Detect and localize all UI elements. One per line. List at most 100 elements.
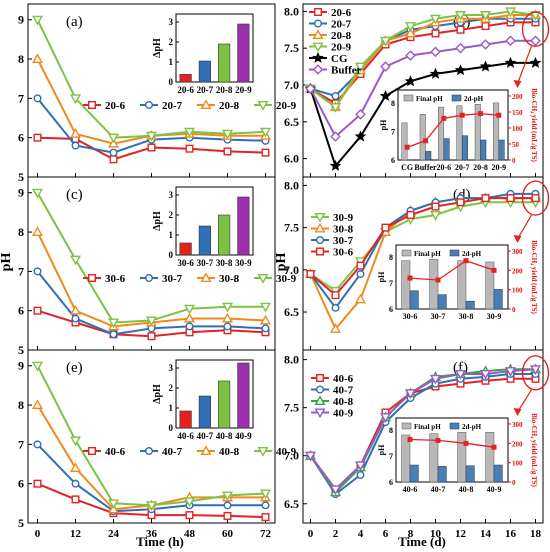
inset-y-tick-label: 3 — [169, 17, 174, 27]
inset-bar-2d-ph-20-9 — [498, 139, 505, 161]
data-point-CG — [504, 56, 517, 68]
inset-x-tick-label-30-8: 30-8 — [216, 258, 233, 268]
data-point-20-6 — [147, 143, 156, 152]
data-point-40-6 — [71, 495, 80, 504]
y-tick-label-c: 5 — [18, 343, 24, 357]
data-point-Buffer — [530, 35, 541, 47]
inset-left-tick-label: 8 — [391, 99, 395, 108]
inset-left-tick-label: 7 — [391, 127, 395, 136]
inset-x-tick-label-30-7: 30-7 — [431, 312, 446, 321]
inset-bar-30-6 — [179, 242, 192, 256]
inset-bar-final-ph-CG — [401, 122, 408, 161]
inset-right-tick-label: 200 — [512, 93, 523, 101]
inset-right-label: Bio-CH₄ yield (mL/g TS) — [530, 240, 538, 314]
data-point-Buffer — [355, 109, 366, 120]
data-point-30-7 — [223, 322, 232, 331]
inset-right-tick-label: 100 — [512, 460, 523, 468]
data-point-40-9 — [404, 389, 417, 399]
inset-yield-point — [435, 277, 441, 283]
legend-label-30-6: 30-6 — [105, 273, 126, 285]
inset-right-tick-label: 300 — [512, 421, 523, 429]
data-point-40-7 — [261, 501, 270, 510]
inset-right-tick-label: 200 — [512, 440, 523, 448]
data-point-30-6 — [356, 261, 365, 270]
data-point-20-9 — [183, 127, 196, 138]
inset-y-label: ΔpH — [152, 38, 163, 58]
legend-label-Buffer: Buffer — [331, 65, 362, 77]
inset-bar-2d-ph-30-6 — [409, 290, 419, 310]
data-point-CG — [429, 67, 442, 79]
inset-x-tick-label-20-6: 20-6 — [177, 85, 194, 95]
y-tick-label-b: 7.0 — [284, 78, 299, 92]
inset-right-tick-label: 50 — [512, 141, 520, 149]
inset-yield-point — [459, 112, 465, 118]
inset-right-label: Bio-CH₄ yield (mL/g TS) — [530, 88, 538, 162]
inset-right-tick-label: 200 — [512, 267, 523, 275]
inset-legend-label-2d: 2d-pH — [464, 95, 484, 103]
inset-bar-2d-ph-20-8 — [480, 139, 487, 161]
data-point-20-9 — [479, 11, 492, 21]
y-tick-label-a: 5 — [18, 170, 24, 184]
inset-yield-point — [441, 115, 447, 121]
legend-marker-20-6 — [87, 100, 96, 109]
inset-delta-ph-c: 0 1 2 3 ΔpH 30-6 30-7 30-8 30-9 — [152, 186, 254, 268]
inset-bar-final-ph-30-7 — [429, 259, 439, 310]
x-tick-label-f: 14 — [480, 528, 492, 540]
inset-bar-40-6 — [179, 410, 192, 429]
y-tick-label-a: 9 — [18, 13, 24, 27]
inset-right-tick-label: 0 — [512, 157, 516, 165]
y-tick-label-d: 7.5 — [284, 221, 299, 235]
inset-y-tick-label: 0 — [169, 250, 174, 260]
data-point-30-6 — [431, 202, 440, 211]
x-tick-label-e: 72 — [260, 528, 272, 540]
data-point-CG — [354, 130, 367, 142]
inset-y-tick-label: 1 — [169, 57, 174, 67]
y-tick-label-c: 7 — [18, 264, 24, 278]
data-point-30-8 — [183, 312, 196, 323]
legend-label-40-9: 40-9 — [333, 408, 354, 420]
data-point-20-9 — [259, 127, 272, 138]
data-point-30-7 — [261, 324, 270, 333]
legend-label-20-8: 20-8 — [219, 100, 240, 112]
legend-marker-20-6 — [314, 7, 323, 16]
legend-marker-40-7 — [144, 447, 153, 456]
inset-x-tick-label-40-9: 40-9 — [235, 431, 252, 441]
inset-y-tick-label: 2 — [169, 383, 174, 393]
data-point-30-9 — [221, 302, 234, 313]
legend-marker-20-8 — [200, 99, 212, 110]
inset-right-tick-label: 300 — [512, 248, 523, 256]
y-tick-label-f: 7.0 — [284, 449, 299, 463]
inset-bar-30-9 — [237, 196, 250, 256]
data-point-20-8 — [69, 128, 82, 138]
data-point-30-6 — [147, 332, 156, 341]
panel-f: 6.57.07.58.00 2 4 6 8 10 12 14 16 18(f)40-640-740… — [284, 349, 544, 540]
x-tick-label-f: 0 — [308, 528, 314, 540]
data-point-30-9 — [107, 318, 120, 329]
inset-x-tick-label-40-8: 40-8 — [216, 431, 233, 441]
data-point-40-9 — [529, 365, 542, 375]
data-point-40-6 — [33, 479, 42, 488]
series-line-Buffer — [309, 39, 536, 139]
legend-label-40-8: 40-8 — [219, 446, 240, 458]
panel-label-c: (c) — [66, 187, 83, 203]
data-point-40-9 — [145, 501, 158, 512]
x-tick-label-f: 6 — [383, 528, 389, 540]
data-point-CG — [404, 75, 417, 87]
x-tick-label-f: 4 — [358, 528, 364, 540]
x-tick-label-f: 18 — [530, 528, 542, 540]
data-point-30-7 — [185, 322, 194, 331]
legend-label-30-8: 30-8 — [219, 273, 240, 285]
data-point-20-6 — [261, 148, 270, 157]
legend-marker-20-9 — [257, 100, 269, 111]
y-tick-label-c: 6 — [18, 304, 24, 318]
y-tick-label-a: 7 — [18, 91, 24, 105]
highlight-arrow-b — [516, 45, 533, 85]
inset-legend-label-2d: 2d-pH — [462, 423, 482, 431]
data-point-40-8 — [69, 462, 82, 472]
inset-legend-swatch-final — [401, 249, 412, 257]
inset-left-tick-label: 7 — [389, 279, 393, 288]
y-tick-label-d: 8.0 — [284, 178, 299, 192]
inset-y-tick-label: 0 — [169, 77, 174, 87]
data-point-30-6 — [406, 210, 415, 219]
